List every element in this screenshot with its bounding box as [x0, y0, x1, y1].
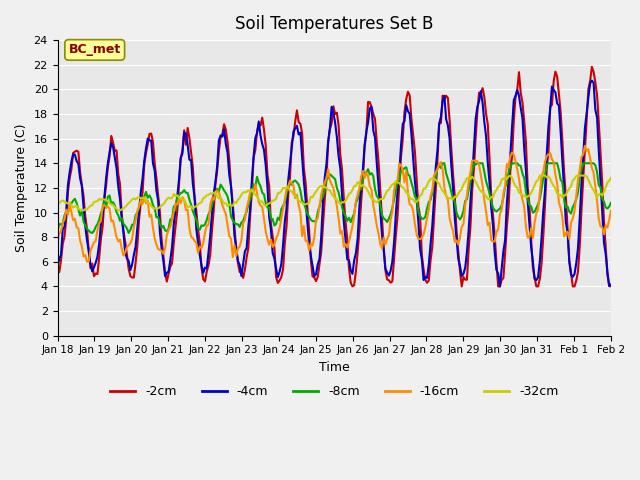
-32cm — [510, 180, 518, 185]
-8cm — [454, 214, 462, 220]
-32cm — [543, 175, 550, 180]
Line: -2cm: -2cm — [58, 67, 611, 287]
-32cm — [445, 195, 453, 201]
-8cm — [439, 160, 447, 166]
-16cm — [445, 216, 453, 221]
X-axis label: Time: Time — [319, 361, 349, 374]
-4cm — [134, 225, 141, 231]
-2cm — [452, 228, 460, 234]
-2cm — [588, 64, 596, 70]
-16cm — [510, 152, 518, 157]
Y-axis label: Soil Temperature (C): Soil Temperature (C) — [15, 124, 28, 252]
-4cm — [510, 97, 518, 103]
-32cm — [536, 173, 543, 179]
-16cm — [581, 143, 589, 149]
-16cm — [342, 241, 349, 247]
Line: -16cm: -16cm — [58, 146, 611, 262]
-8cm — [54, 229, 61, 235]
-4cm — [541, 187, 549, 193]
-32cm — [135, 194, 143, 200]
-8cm — [135, 205, 143, 211]
-32cm — [607, 175, 615, 181]
Line: -4cm: -4cm — [58, 81, 611, 287]
-8cm — [447, 189, 455, 195]
-2cm — [541, 202, 549, 207]
-16cm — [607, 208, 615, 214]
Legend: -2cm, -4cm, -8cm, -16cm, -32cm: -2cm, -4cm, -8cm, -16cm, -32cm — [105, 380, 563, 403]
-16cm — [135, 204, 143, 209]
-4cm — [588, 78, 596, 84]
-4cm — [444, 122, 452, 128]
-16cm — [54, 240, 61, 245]
-32cm — [115, 208, 122, 214]
-32cm — [342, 198, 349, 204]
-4cm — [496, 284, 504, 289]
Line: -32cm: -32cm — [58, 176, 611, 211]
-2cm — [340, 195, 348, 201]
-4cm — [607, 282, 615, 288]
-2cm — [607, 284, 615, 289]
-16cm — [83, 259, 91, 264]
-16cm — [452, 238, 460, 243]
-8cm — [512, 160, 520, 166]
-32cm — [54, 201, 61, 207]
-2cm — [510, 118, 518, 123]
Line: -8cm: -8cm — [58, 163, 611, 233]
-2cm — [54, 269, 61, 275]
-8cm — [125, 230, 132, 236]
-4cm — [54, 264, 61, 269]
-8cm — [607, 200, 615, 206]
-2cm — [134, 243, 141, 249]
-4cm — [340, 218, 348, 224]
-16cm — [541, 159, 549, 165]
-2cm — [445, 117, 453, 123]
-32cm — [452, 194, 460, 200]
-2cm — [349, 284, 356, 289]
-8cm — [543, 161, 550, 167]
-4cm — [451, 216, 459, 221]
-8cm — [342, 213, 349, 219]
Title: Soil Temperatures Set B: Soil Temperatures Set B — [235, 15, 433, 33]
Text: BC_met: BC_met — [68, 43, 121, 57]
